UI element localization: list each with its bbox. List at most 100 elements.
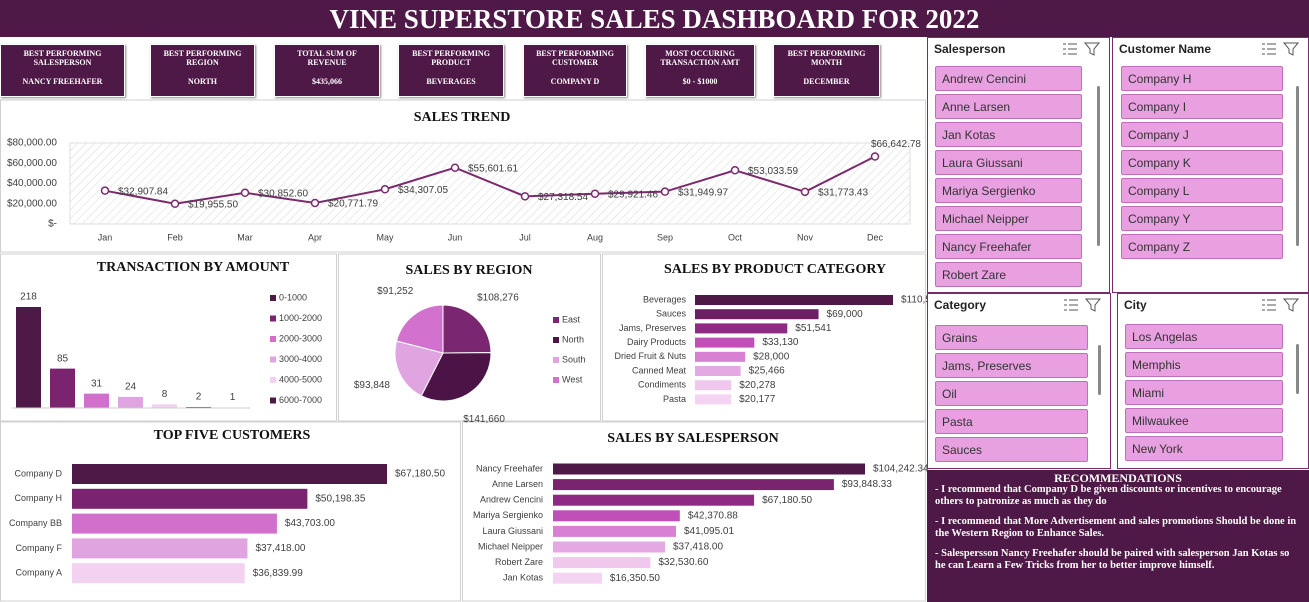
- slicer-item[interactable]: Company Y: [1121, 206, 1283, 231]
- x-tick-label: Oct: [728, 232, 743, 242]
- chart-title: SALES TREND: [414, 110, 511, 125]
- bar: [553, 479, 834, 491]
- slicer-item[interactable]: Sauces: [935, 437, 1088, 462]
- data-label: $93,848: [354, 380, 391, 391]
- data-label: $66,642.78: [871, 139, 921, 150]
- kpi-value: BEVERAGES: [426, 77, 476, 86]
- data-label: $42,370.88: [688, 510, 738, 521]
- data-label: $25,466: [749, 366, 786, 377]
- slicer-title: Category: [934, 298, 987, 312]
- slicer-item[interactable]: Miami: [1125, 380, 1283, 405]
- slicer: Customer Name Company H Company I Company J…: [1112, 37, 1309, 293]
- legend-swatch: [553, 357, 559, 363]
- slicer-item[interactable]: Company J: [1121, 122, 1283, 147]
- scrollbar: [1098, 345, 1101, 395]
- data-label: $28,000: [753, 351, 790, 362]
- legend-label: 3000-4000: [279, 354, 322, 364]
- slicer-icons[interactable]: [1062, 297, 1102, 313]
- data-label: $110,577: [901, 295, 942, 306]
- point: [730, 166, 740, 175]
- legend-swatch: [553, 317, 559, 323]
- y-tick-label: Robert Zare: [495, 557, 543, 567]
- slicer-item[interactable]: Jams, Preserves: [935, 353, 1088, 378]
- data-label: $16,350.50: [610, 573, 660, 584]
- slicer-item[interactable]: Jan Kotas: [935, 122, 1082, 147]
- x-tick-label: May: [376, 232, 394, 242]
- slicer-item[interactable]: Mariya Sergienko: [935, 178, 1082, 203]
- slicer-item[interactable]: Michael Neipper: [935, 206, 1082, 231]
- point: [870, 152, 880, 161]
- recommendation: - Salespersson Nancy Freehafer should be…: [935, 548, 1290, 571]
- data-label: $34,307.05: [398, 185, 448, 196]
- y-tick-label: $60,000.00: [7, 158, 57, 169]
- y-tick-label: $-: [48, 219, 57, 230]
- y-tick-label: Anne Larsen: [492, 479, 543, 489]
- pie-slice: [395, 304, 444, 354]
- data-label: $53,033.59: [748, 166, 798, 177]
- data-label: $20,278: [739, 380, 776, 391]
- y-tick-label: Beverages: [643, 294, 687, 304]
- slicer-icons[interactable]: [1260, 297, 1300, 313]
- bar: [16, 307, 41, 408]
- slicer-item[interactable]: Milwaukee: [1125, 408, 1283, 433]
- slicer-item[interactable]: Nancy Freehafer: [935, 234, 1082, 259]
- point: [590, 189, 600, 198]
- legend-swatch: [553, 377, 559, 383]
- bar: [695, 309, 819, 320]
- data-label: $31,949.97: [678, 187, 728, 198]
- kpi-card: BEST PERFORMING SALESPERSON NANCY FREEHAF…: [0, 44, 125, 97]
- kpi-card: BEST PERFORMING PRODUCT BEVERAGES: [398, 44, 504, 97]
- legend-swatch: [553, 337, 559, 343]
- slicer-item[interactable]: Robert Zare: [935, 262, 1082, 287]
- bar: [695, 394, 732, 405]
- legend-label: 1000-2000: [279, 313, 322, 323]
- slicer-item[interactable]: Company L: [1121, 178, 1283, 203]
- y-tick-label: Company A: [15, 568, 62, 578]
- slicer-item[interactable]: Laura Giussani: [935, 150, 1082, 175]
- slicer: City Los Angelas Memphis Miami Milwaukee New …: [1117, 293, 1309, 469]
- bar: [84, 393, 109, 408]
- bar: [72, 464, 387, 484]
- slicer-item[interactable]: Company H: [1121, 66, 1283, 91]
- legend-label: 2000-3000: [279, 333, 322, 343]
- bar: [553, 510, 680, 522]
- kpi-label: BEST PERFORMING CUSTOMER: [536, 49, 614, 67]
- recommendation: - I recommend that Company D be given di…: [935, 484, 1282, 507]
- chart-title: TOP FIVE CUSTOMERS: [154, 428, 311, 443]
- slicer: Category Grains Jams, Preserves Oil Pasta Sau…: [927, 293, 1111, 469]
- kpi-card: BEST PERFORMING MONTH DECEMBER: [773, 44, 880, 97]
- chart-title: SALES BY SALESPERSON: [607, 431, 778, 446]
- slicer-item[interactable]: Pasta: [935, 409, 1088, 434]
- y-tick-label: Mariya Sergienko: [473, 510, 543, 520]
- slicer-item[interactable]: Los Angelas: [1125, 324, 1283, 349]
- slicer-item[interactable]: Company Z: [1121, 234, 1283, 259]
- slicer-item[interactable]: Grains: [935, 325, 1088, 350]
- bar: [553, 557, 651, 569]
- kpi-label: BEST PERFORMING PRODUCT: [412, 49, 490, 67]
- bar: [72, 488, 308, 509]
- kpi-label: BEST PERFORMING SALESPERSON: [23, 49, 102, 67]
- kpi-value: NORTH: [187, 77, 218, 86]
- slicer-item[interactable]: Anne Larsen: [935, 94, 1082, 119]
- slicer-icons[interactable]: [1061, 41, 1101, 57]
- data-label: 218: [20, 292, 37, 303]
- slicer-item[interactable]: Company I: [1121, 94, 1283, 119]
- data-label: $32,530.60: [658, 557, 708, 568]
- slicer-item[interactable]: Memphis: [1125, 352, 1283, 377]
- x-tick-label: Nov: [797, 232, 814, 242]
- data-label: $93,848.33: [842, 479, 892, 490]
- slicer-item[interactable]: Oil: [935, 381, 1088, 406]
- slicer-item[interactable]: New York: [1125, 436, 1283, 461]
- x-tick-label: Jan: [98, 232, 113, 242]
- point: [660, 187, 670, 196]
- slicer-item[interactable]: Andrew Cencini: [935, 66, 1082, 91]
- kpi-value: NANCY FREEHAFER: [22, 77, 103, 86]
- data-label: $141,660: [463, 414, 505, 425]
- slicer-icons[interactable]: [1260, 41, 1300, 57]
- slicer-item[interactable]: Company K: [1121, 150, 1283, 175]
- x-tick-label: Jun: [448, 232, 463, 242]
- kpi-value: $435,066: [312, 77, 342, 86]
- legend-swatch: [270, 377, 276, 383]
